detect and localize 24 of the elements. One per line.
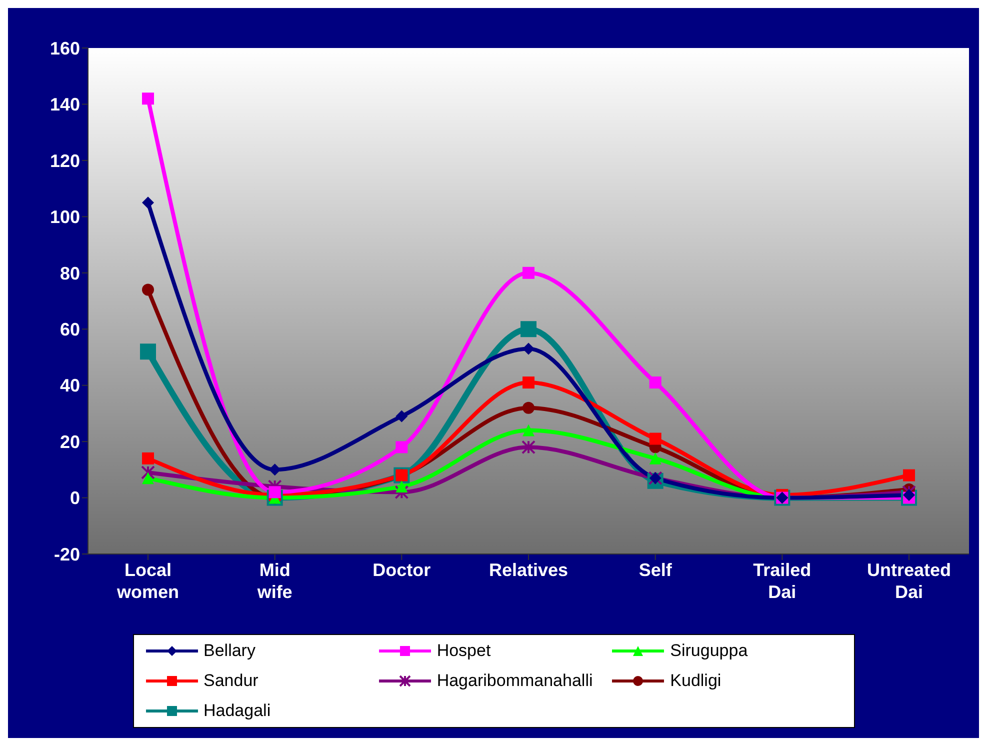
x-tick-label: Relatives [488, 560, 568, 580]
y-tick-label: 0 [70, 488, 80, 508]
legend-label: Kudligi [670, 671, 722, 691]
x-tick-label: Untreated Dai [866, 560, 952, 602]
y-tick-label: 160 [50, 38, 80, 58]
x-tick-label: Trailed Dai [753, 560, 812, 602]
legend-label: Sandur [204, 671, 258, 691]
legend-label: Hospet [436, 641, 491, 661]
x-tick-label: Local women [116, 560, 180, 602]
y-tick-label: 60 [60, 320, 80, 340]
y-tick-label: 140 [50, 94, 80, 115]
y-tick-label: 100 [50, 207, 80, 228]
y-tick-label: -20 [54, 544, 80, 564]
x-tick-label: Self [638, 560, 673, 580]
legend-label: Siruguppa [670, 641, 748, 661]
legend-label: Hadagali [204, 701, 271, 721]
y-tick-label: 80 [60, 263, 80, 284]
legend-label: Hagaribommanahalli [436, 671, 593, 691]
y-tick-label: 40 [60, 376, 80, 396]
x-tick-label: Mid wife [256, 560, 292, 602]
legend-label: Bellary [204, 641, 256, 661]
y-tick-label: 20 [60, 432, 80, 452]
x-tick-label: Doctor [372, 560, 431, 580]
y-tick-label: 120 [50, 150, 80, 171]
